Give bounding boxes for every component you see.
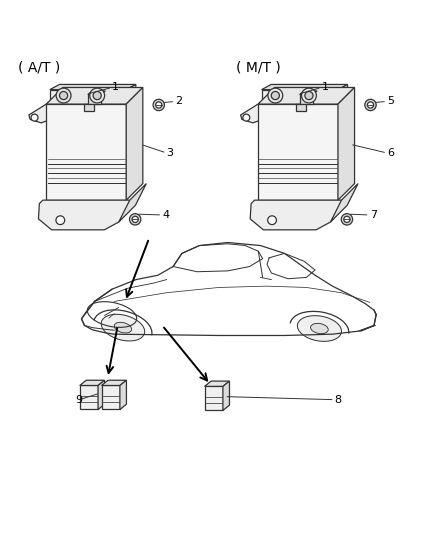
Polygon shape bbox=[296, 104, 306, 111]
Circle shape bbox=[268, 88, 283, 103]
Circle shape bbox=[132, 216, 138, 222]
Circle shape bbox=[155, 102, 162, 108]
Polygon shape bbox=[261, 84, 348, 90]
Text: 2: 2 bbox=[175, 96, 183, 107]
Polygon shape bbox=[338, 84, 348, 102]
Polygon shape bbox=[250, 200, 342, 230]
Circle shape bbox=[341, 214, 353, 225]
Polygon shape bbox=[119, 183, 146, 222]
Polygon shape bbox=[300, 94, 313, 104]
Ellipse shape bbox=[101, 314, 145, 341]
Circle shape bbox=[305, 92, 313, 100]
Circle shape bbox=[271, 92, 279, 100]
Polygon shape bbox=[80, 380, 105, 385]
Polygon shape bbox=[300, 91, 317, 94]
Text: ( M/T ): ( M/T ) bbox=[237, 61, 281, 75]
Polygon shape bbox=[102, 380, 127, 385]
Polygon shape bbox=[50, 84, 136, 90]
Circle shape bbox=[243, 114, 250, 121]
Polygon shape bbox=[261, 90, 338, 102]
Text: 7: 7 bbox=[370, 210, 377, 220]
Text: 6: 6 bbox=[387, 148, 394, 158]
Polygon shape bbox=[46, 104, 126, 200]
Polygon shape bbox=[258, 104, 338, 200]
Text: 9: 9 bbox=[75, 394, 82, 405]
Circle shape bbox=[367, 102, 374, 108]
Circle shape bbox=[93, 92, 101, 100]
Text: 5: 5 bbox=[387, 96, 394, 107]
Circle shape bbox=[60, 92, 67, 100]
Ellipse shape bbox=[114, 322, 132, 333]
Polygon shape bbox=[126, 87, 143, 200]
Circle shape bbox=[365, 99, 376, 111]
Polygon shape bbox=[205, 386, 223, 410]
Polygon shape bbox=[102, 385, 120, 409]
Polygon shape bbox=[98, 380, 105, 409]
Text: 3: 3 bbox=[166, 148, 173, 158]
Polygon shape bbox=[29, 102, 59, 123]
Polygon shape bbox=[39, 200, 130, 230]
Circle shape bbox=[56, 216, 65, 224]
Ellipse shape bbox=[297, 316, 342, 341]
Circle shape bbox=[90, 88, 105, 103]
Polygon shape bbox=[126, 84, 136, 102]
Circle shape bbox=[344, 216, 350, 222]
Circle shape bbox=[31, 114, 38, 121]
Polygon shape bbox=[46, 87, 143, 104]
Text: 4: 4 bbox=[162, 210, 170, 220]
Polygon shape bbox=[205, 381, 230, 386]
Circle shape bbox=[153, 99, 164, 111]
Polygon shape bbox=[88, 94, 101, 104]
Polygon shape bbox=[240, 102, 270, 123]
Circle shape bbox=[130, 214, 141, 225]
Text: 8: 8 bbox=[335, 394, 342, 405]
Polygon shape bbox=[85, 104, 94, 111]
Polygon shape bbox=[50, 90, 126, 102]
Polygon shape bbox=[331, 183, 358, 222]
Polygon shape bbox=[88, 91, 105, 94]
Text: 1: 1 bbox=[112, 82, 119, 92]
Circle shape bbox=[56, 88, 71, 103]
Polygon shape bbox=[80, 385, 98, 409]
Ellipse shape bbox=[311, 324, 328, 334]
Text: ( A/T ): ( A/T ) bbox=[18, 61, 60, 75]
Polygon shape bbox=[338, 87, 355, 200]
Polygon shape bbox=[223, 381, 230, 410]
Polygon shape bbox=[120, 380, 127, 409]
Text: 1: 1 bbox=[321, 82, 328, 92]
Circle shape bbox=[268, 216, 276, 224]
Polygon shape bbox=[258, 87, 355, 104]
Circle shape bbox=[301, 88, 316, 103]
